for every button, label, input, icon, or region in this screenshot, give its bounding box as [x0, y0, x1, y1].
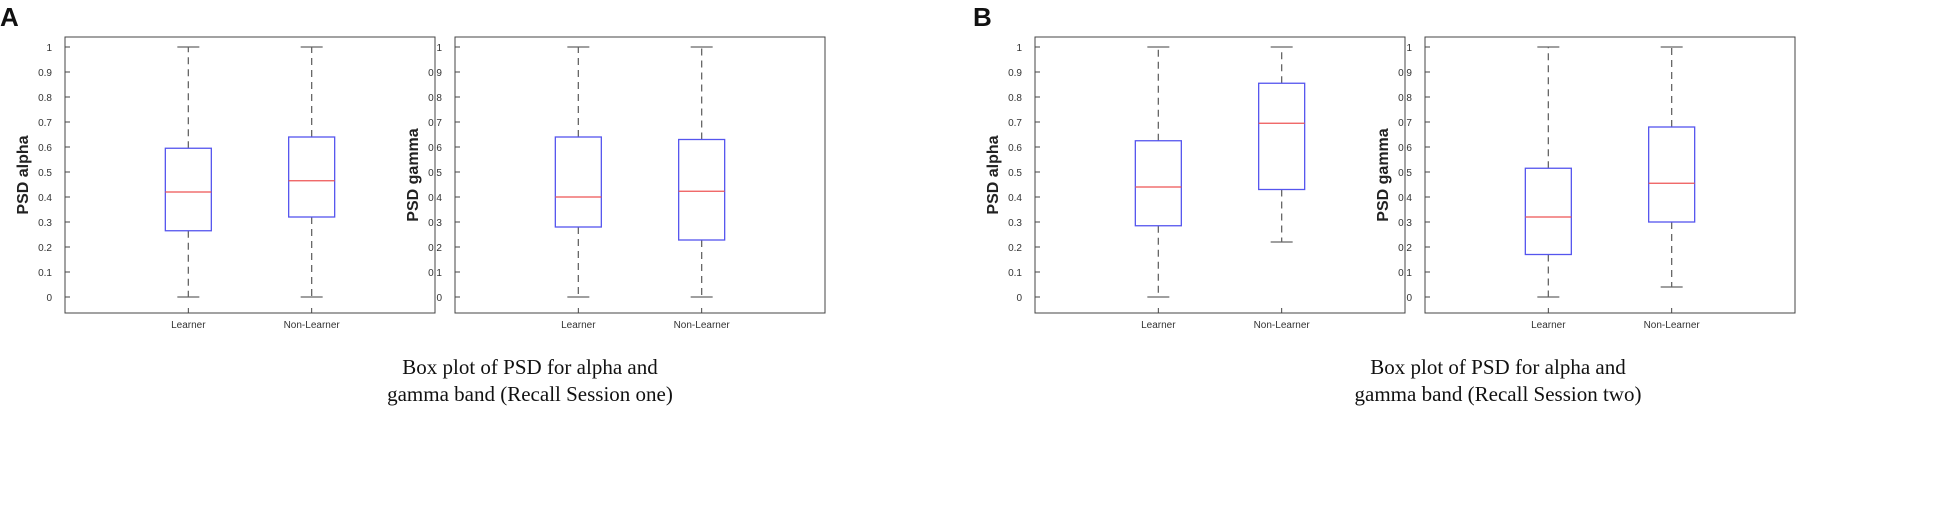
x-tick-label: Learner [1141, 320, 1176, 331]
y-axis-label: PSD alpha [15, 135, 32, 214]
box-non-learner [678, 46, 726, 298]
iqr-box [288, 136, 336, 218]
y-tick-label: 1 [1016, 43, 1022, 54]
y-tick-label: 0 [46, 293, 52, 304]
y-tick-label: 0.4 [1398, 193, 1412, 204]
y-tick-label: 0.2 [1398, 243, 1412, 254]
iqr-box [1258, 82, 1306, 191]
plot-frame [1034, 36, 1406, 314]
plot-frame [64, 36, 436, 314]
y-tick-label: 0 [1406, 293, 1412, 304]
y-tick-label: 0.5 [1398, 168, 1412, 179]
x-tick-label: Non-Learner [284, 320, 341, 331]
caption-session-two: Box plot of PSD for alpha and gamma band… [1268, 354, 1728, 408]
x-tick-label: Learner [1531, 320, 1566, 331]
caption-line-1: Box plot of PSD for alpha and [1370, 355, 1626, 379]
box-non-learner [1648, 46, 1696, 288]
y-tick-label: 0.3 [1008, 218, 1022, 229]
box-learner [1524, 46, 1572, 298]
caption-line-2: gamma band (Recall Session two) [1354, 382, 1642, 406]
y-tick-label: 0.9 [38, 68, 52, 79]
plot-frame [454, 36, 826, 314]
y-tick-label: 1 [1406, 43, 1412, 54]
panel-letter-b: B [973, 2, 992, 32]
y-tick-label: 0.9 [1008, 68, 1022, 79]
y-tick-label: 0.9 [1398, 68, 1412, 79]
y-tick-label: 0.6 [1008, 143, 1022, 154]
y-tick-label: 0.2 [1008, 243, 1022, 254]
boxplot-chart-1: 0 0.1 0.2 0.3 0.4 0.5 0.6 0.7 0.8 0.9 1 PSD alpha Le… [15, 36, 436, 331]
y-tick-label: 0.1 [1398, 268, 1412, 279]
x-tick-label: Learner [561, 320, 596, 331]
y-tick-label: 0.8 [38, 93, 52, 104]
y-tick-label: 0 [436, 293, 442, 304]
x-tick-label: Non-Learner [1254, 320, 1311, 331]
y-tick-label: 0.2 [428, 243, 442, 254]
x-tick-label: Non-Learner [674, 320, 731, 331]
iqr-box [554, 136, 602, 228]
y-axis-label: PSD gamma [1375, 128, 1392, 221]
y-tick-label: 0.7 [428, 118, 442, 129]
y-tick-label: 0.5 [428, 168, 442, 179]
y-tick-label: 0.7 [1398, 118, 1412, 129]
y-tick-label: 0.6 [428, 143, 442, 154]
iqr-box [1524, 167, 1572, 256]
boxplot-chart-2: 0 0.1 0.2 0.3 0.4 0.5 0.6 0.7 0.8 0.9 1 PSD gamma Le… [405, 36, 826, 331]
box-non-learner [288, 46, 336, 298]
iqr-box [164, 147, 212, 232]
y-tick-label: 0.1 [38, 268, 52, 279]
y-tick-label: 0.5 [1008, 168, 1022, 179]
box-learner [164, 46, 212, 298]
y-tick-label: 0.4 [38, 193, 52, 204]
y-tick-label: 0.3 [38, 218, 52, 229]
y-tick-label: 0.8 [1008, 93, 1022, 104]
y-tick-label: 0.8 [1398, 93, 1412, 104]
y-tick-label: 0.7 [38, 118, 52, 129]
y-tick-label: 0.5 [38, 168, 52, 179]
boxplot-chart-3: 0 0.1 0.2 0.3 0.4 0.5 0.6 0.7 0.8 0.9 1 PSD alpha Le… [985, 36, 1406, 331]
panel-letter-a: A [0, 2, 19, 32]
y-axis-label: PSD gamma [405, 128, 422, 221]
caption-session-one: Box plot of PSD for alpha and gamma band… [300, 354, 760, 408]
y-tick-label: 0.9 [428, 68, 442, 79]
y-tick-label: 1 [436, 43, 442, 54]
y-tick-label: 0.4 [428, 193, 442, 204]
plot-frame [1424, 36, 1796, 314]
y-tick-label: 0.1 [428, 268, 442, 279]
y-tick-label: 0.7 [1008, 118, 1022, 129]
iqr-box [678, 138, 726, 241]
y-tick-label: 0.4 [1008, 193, 1022, 204]
iqr-box [1134, 140, 1182, 227]
y-axis-label: PSD alpha [985, 135, 1002, 214]
x-tick-label: Non-Learner [1644, 320, 1701, 331]
y-tick-label: 1 [46, 43, 52, 54]
y-tick-label: 0.3 [1398, 218, 1412, 229]
x-tick-label: Learner [171, 320, 206, 331]
box-non-learner [1258, 46, 1306, 243]
box-learner [554, 46, 602, 298]
y-tick-label: 0.6 [1398, 143, 1412, 154]
caption-line-2: gamma band (Recall Session one) [387, 382, 673, 406]
y-tick-label: 0.3 [428, 218, 442, 229]
iqr-box [1648, 126, 1696, 223]
y-tick-label: 0.8 [428, 93, 442, 104]
boxplot-chart-4: 0 0.1 0.2 0.3 0.4 0.5 0.6 0.7 0.8 0.9 1 PSD gamma Le… [1375, 36, 1796, 331]
caption-line-1: Box plot of PSD for alpha and [402, 355, 658, 379]
y-tick-label: 0.2 [38, 243, 52, 254]
y-tick-label: 0.6 [38, 143, 52, 154]
box-learner [1134, 46, 1182, 298]
y-tick-label: 0.1 [1008, 268, 1022, 279]
y-tick-label: 0 [1016, 293, 1022, 304]
